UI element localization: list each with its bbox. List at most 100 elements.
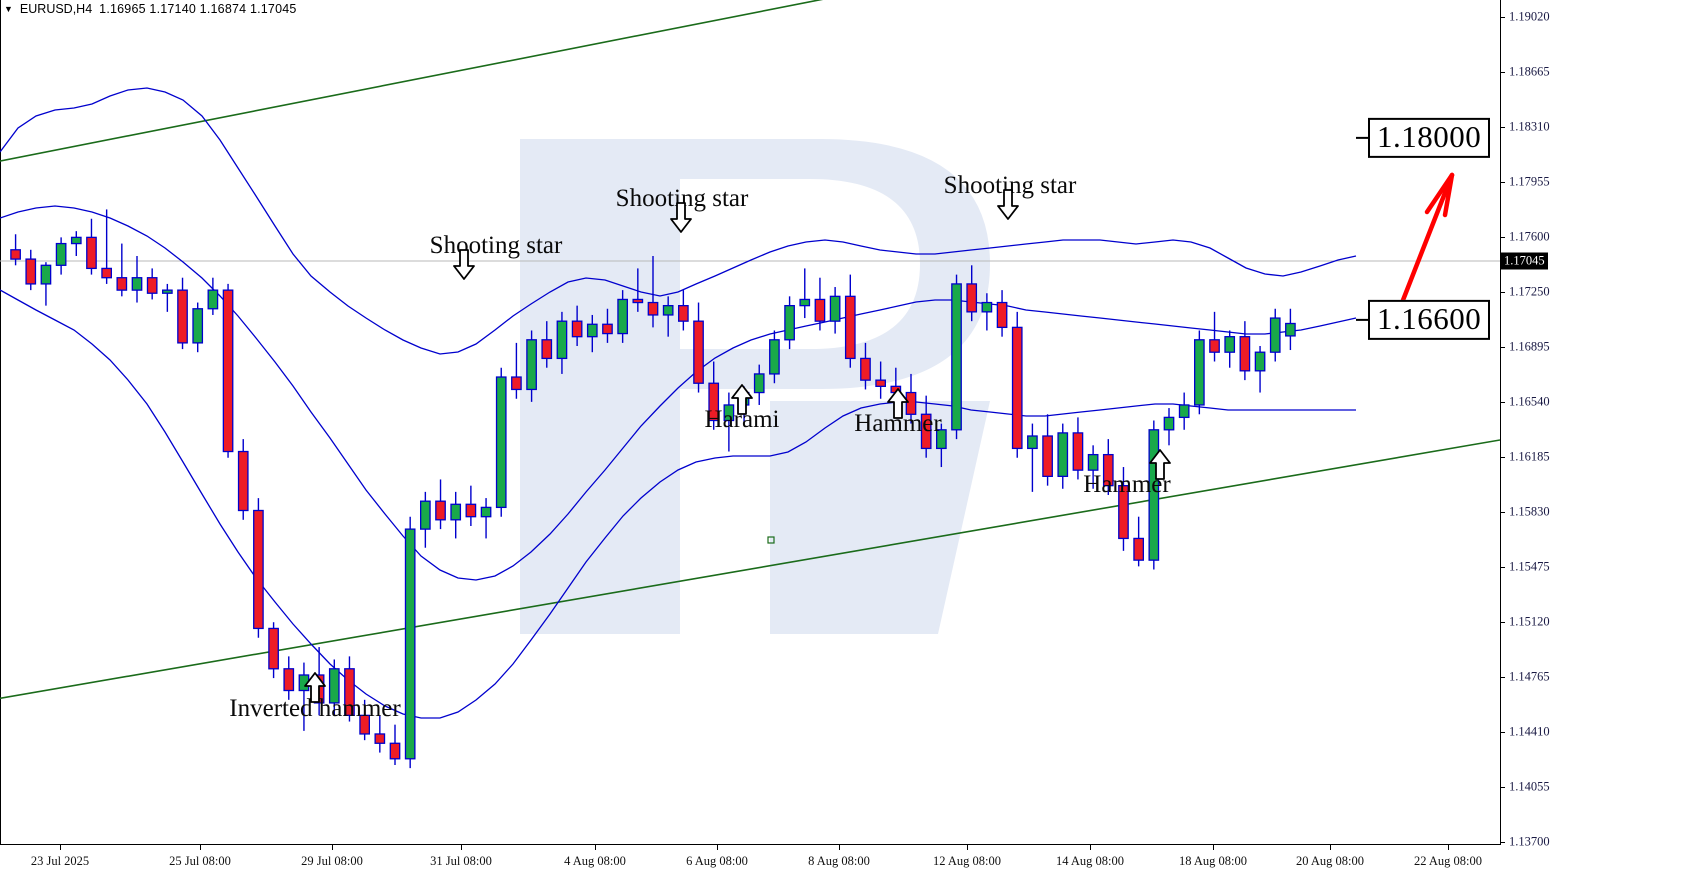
price-tick-label: 1.15830	[1509, 504, 1550, 519]
arrow-down-icon	[670, 202, 692, 233]
candlestick	[1133, 516, 1145, 567]
price-tick	[1500, 237, 1505, 238]
time-tick	[1448, 845, 1449, 850]
candlestick	[1118, 467, 1129, 551]
price-tick-label: 1.15475	[1509, 559, 1550, 574]
candlestick	[1072, 417, 1084, 480]
price-tick-label: 1.17600	[1509, 229, 1550, 244]
candlestick	[1057, 423, 1069, 489]
candlestick	[647, 255, 659, 328]
time-tick	[1213, 845, 1214, 850]
arrow-up-icon	[731, 384, 753, 415]
time-tick-label: 25 Jul 08:00	[169, 854, 231, 868]
candlestick-series	[10, 209, 1296, 769]
time-tick-label: 18 Aug 08:00	[1178, 854, 1248, 868]
candlestick	[875, 361, 887, 399]
quote-header: ▼ EURUSD,H4 1.16965 1.17140 1.16874 1.17…	[4, 2, 297, 16]
time-tick-label: 29 Jul 08:00	[301, 854, 363, 868]
candlestick	[161, 283, 173, 312]
symbol-label: EURUSD,H4	[19, 2, 93, 16]
price-axis[interactable]: 1.19020 1.18665 1.18310 1.17955 1.17600 1.172…	[1500, 0, 1681, 849]
candlestick	[526, 330, 537, 402]
candlestick	[1178, 392, 1190, 430]
candlestick	[1254, 345, 1266, 393]
candlestick	[389, 724, 401, 765]
current-price-label: 1.17045	[1501, 252, 1548, 270]
time-tick-label: 23 Jul 2025	[30, 854, 90, 868]
candlestick	[419, 491, 431, 548]
candlestick	[435, 479, 446, 530]
time-tick	[1090, 845, 1091, 850]
candlestick	[708, 361, 720, 430]
time-tick	[461, 845, 462, 850]
price-tick	[1500, 677, 1505, 678]
level-value: 1.18000	[1368, 117, 1491, 159]
time-tick-label: 4 Aug 08:00	[564, 854, 626, 868]
price-tick	[1500, 787, 1505, 788]
candlestick	[86, 218, 97, 275]
candlestick	[1239, 321, 1251, 381]
price-tick-label: 1.15120	[1509, 614, 1550, 629]
plot-left-border	[0, 0, 1, 845]
level-tick	[1356, 318, 1368, 321]
price-level-resistance: 1.18000	[1356, 117, 1491, 159]
candlestick	[237, 439, 249, 520]
time-tick	[60, 845, 61, 850]
time-axis[interactable]: 23 Jul 2025 25 Jul 08:00 29 Jul 08:00 31 Ju…	[0, 845, 1500, 882]
time-tick	[595, 845, 596, 850]
candlestick	[1102, 439, 1114, 495]
chart-plot-area[interactable]: ▼ EURUSD,H4 1.16965 1.17140 1.16874 1.17…	[0, 0, 1500, 845]
trendline-lower	[0, 439, 1500, 700]
price-tick-label: 1.18665	[1509, 64, 1550, 79]
candlestick	[222, 283, 234, 458]
price-tick	[1500, 842, 1505, 843]
forecast-arrow	[1376, 172, 1455, 321]
time-tick-label: 12 Aug 08:00	[932, 854, 1002, 868]
candlestick	[480, 498, 492, 539]
price-tick-label: 1.18310	[1509, 119, 1550, 134]
candlestick	[1011, 311, 1023, 458]
arrow-up-icon	[304, 672, 326, 703]
time-tick	[332, 845, 333, 850]
candlestick	[268, 622, 279, 679]
candlestick	[55, 237, 67, 275]
bollinger-upper	[0, 87, 1357, 355]
price-tick	[1500, 347, 1505, 348]
candlestick	[784, 296, 795, 350]
trendline-upper	[0, 0, 824, 162]
arrow-down-icon	[997, 189, 1019, 220]
candlestick	[101, 209, 113, 284]
candlestick	[177, 277, 188, 350]
candlestick	[693, 302, 704, 393]
price-tick-label: 1.17250	[1509, 284, 1550, 299]
price-tick	[1500, 127, 1505, 128]
candlestick	[25, 249, 37, 291]
time-tick-label: 31 Jul 08:00	[430, 854, 492, 868]
arrow-up-icon	[1149, 449, 1171, 480]
candlestick	[632, 268, 644, 312]
candlestick	[328, 659, 340, 716]
candlestick	[829, 287, 841, 334]
price-tick	[1500, 292, 1505, 293]
candlestick	[966, 265, 978, 322]
time-tick-label: 14 Aug 08:00	[1055, 854, 1125, 868]
time-tick	[200, 845, 201, 850]
price-tick	[1500, 512, 1505, 513]
candlestick	[753, 364, 765, 405]
plot-bottom-border	[0, 844, 1500, 845]
chevron-down-icon[interactable]: ▼	[4, 3, 13, 14]
candlestick	[541, 321, 553, 368]
candlestick	[1042, 414, 1053, 486]
candlestick	[40, 262, 52, 306]
price-tick-label: 1.13700	[1509, 834, 1550, 849]
candlestick	[192, 302, 204, 353]
candlestick	[1087, 445, 1099, 489]
candlestick	[1193, 330, 1205, 415]
price-axis-line	[1500, 0, 1501, 845]
price-tick	[1500, 72, 1505, 73]
candlestick	[905, 373, 917, 424]
candlestick	[10, 234, 21, 266]
candlestick	[920, 395, 932, 458]
time-tick	[1330, 845, 1331, 850]
